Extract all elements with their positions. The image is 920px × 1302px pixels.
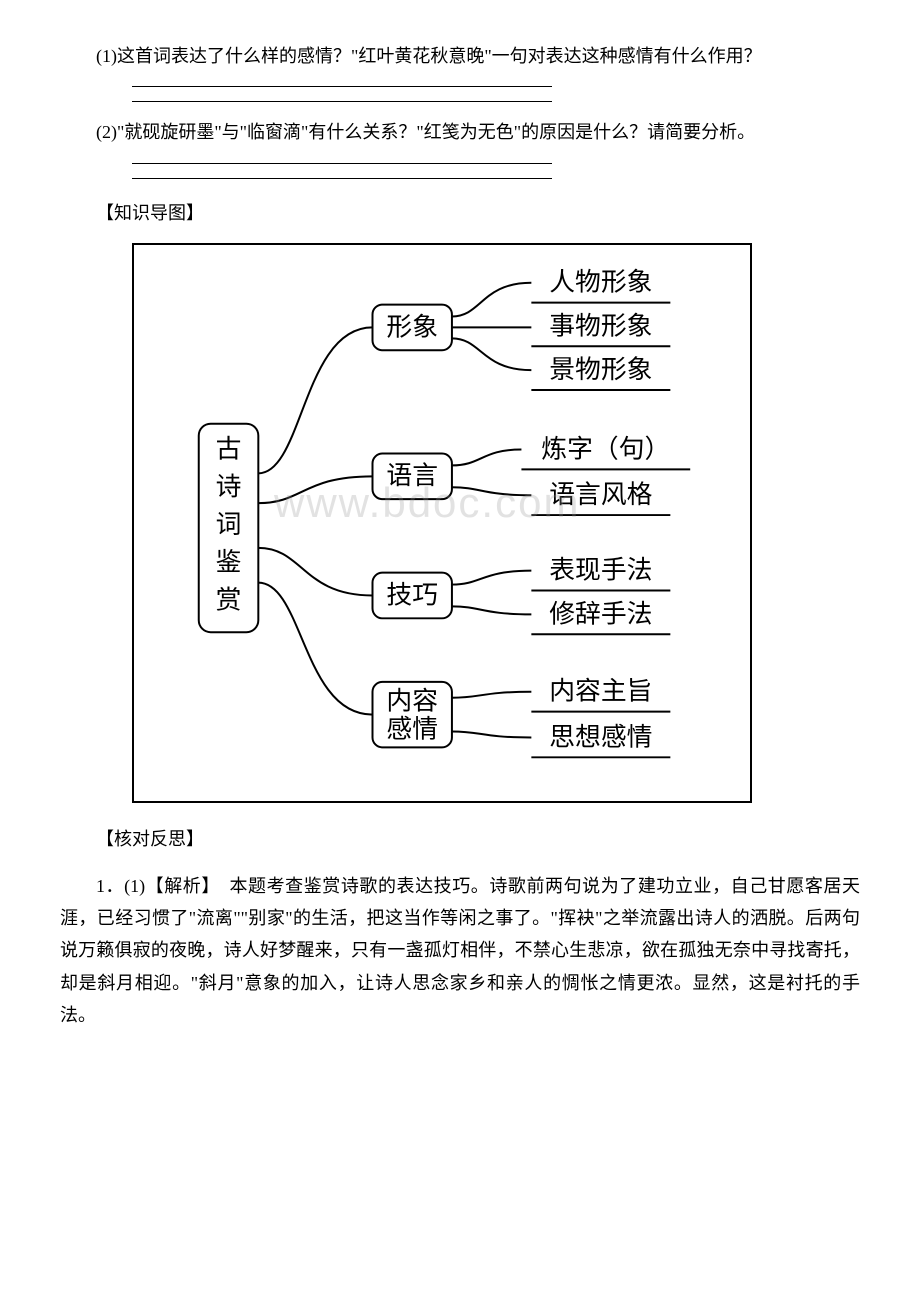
leaf-0-1: 事物形象 bbox=[549, 311, 652, 340]
branch-label-2: 技巧 bbox=[386, 581, 438, 610]
branch-label-1: 语言 bbox=[386, 461, 438, 490]
branch-label-3-line-0: 内容 bbox=[386, 687, 438, 716]
edge-root-branch-0 bbox=[258, 328, 372, 474]
edge-b3-l0 bbox=[452, 692, 531, 698]
edge-b2-l0 bbox=[452, 571, 531, 585]
leaf-0-2: 景物形象 bbox=[549, 355, 652, 384]
edge-b3-l1 bbox=[452, 732, 531, 738]
edge-b2-l1 bbox=[452, 607, 531, 615]
leaf-3-0: 内容主旨 bbox=[549, 677, 652, 706]
answer-blank-line bbox=[132, 86, 552, 87]
root-char-4: 赏 bbox=[216, 586, 242, 615]
answer-blank-line bbox=[132, 178, 552, 179]
root-char-0: 古 bbox=[216, 435, 242, 464]
leaf-2-1: 修辞手法 bbox=[549, 599, 652, 628]
edge-b0-l2 bbox=[452, 339, 531, 371]
edge-b0-l0 bbox=[452, 283, 531, 317]
question-1: (1)这首词表达了什么样的感情？"红叶黄花秋意晚"一句对表达这种感情有什么作用？ bbox=[60, 40, 860, 72]
knowledge-diagram: www.bdoc.com 古 诗 词 鉴 赏 形象 人物形象 事物形象 景物形象… bbox=[132, 243, 752, 803]
leaf-1-0: 炼字（句） bbox=[541, 435, 670, 464]
leaf-1-1: 语言风格 bbox=[549, 480, 652, 509]
branch-label-3-line-1: 感情 bbox=[386, 715, 438, 744]
edge-root-branch-2 bbox=[258, 548, 372, 596]
answer-blank-line bbox=[132, 101, 552, 102]
answer-blank-line bbox=[132, 163, 552, 164]
branch-label-0: 形象 bbox=[386, 312, 438, 341]
answer-1: 1．(1)【解析】 本题考查鉴赏诗歌的表达技巧。诗歌前两句说为了建功立业，自己甘… bbox=[60, 870, 860, 1032]
edge-b1-l0 bbox=[452, 450, 522, 466]
leaf-0-0: 人物形象 bbox=[549, 268, 652, 297]
edge-root-branch-1 bbox=[258, 477, 372, 504]
section-knowledge-map: 【知识导图】 bbox=[60, 197, 860, 229]
question-2: (2)"就砚旋研墨"与"临窗滴"有什么关系？"红笺为无色"的原因是什么？请简要分… bbox=[60, 116, 860, 148]
root-char-2: 词 bbox=[216, 510, 242, 539]
section-review: 【核对反思】 bbox=[60, 823, 860, 855]
leaf-2-0: 表现手法 bbox=[549, 556, 652, 585]
root-char-1: 诗 bbox=[216, 472, 242, 501]
edge-b1-l1 bbox=[452, 487, 531, 495]
root-char-3: 鉴 bbox=[216, 548, 242, 577]
edge-root-branch-3 bbox=[258, 583, 372, 715]
leaf-3-1: 思想感情 bbox=[549, 723, 652, 752]
diagram-svg: 古 诗 词 鉴 赏 形象 人物形象 事物形象 景物形象 语言 炼字（句） 语言风… bbox=[134, 245, 750, 801]
